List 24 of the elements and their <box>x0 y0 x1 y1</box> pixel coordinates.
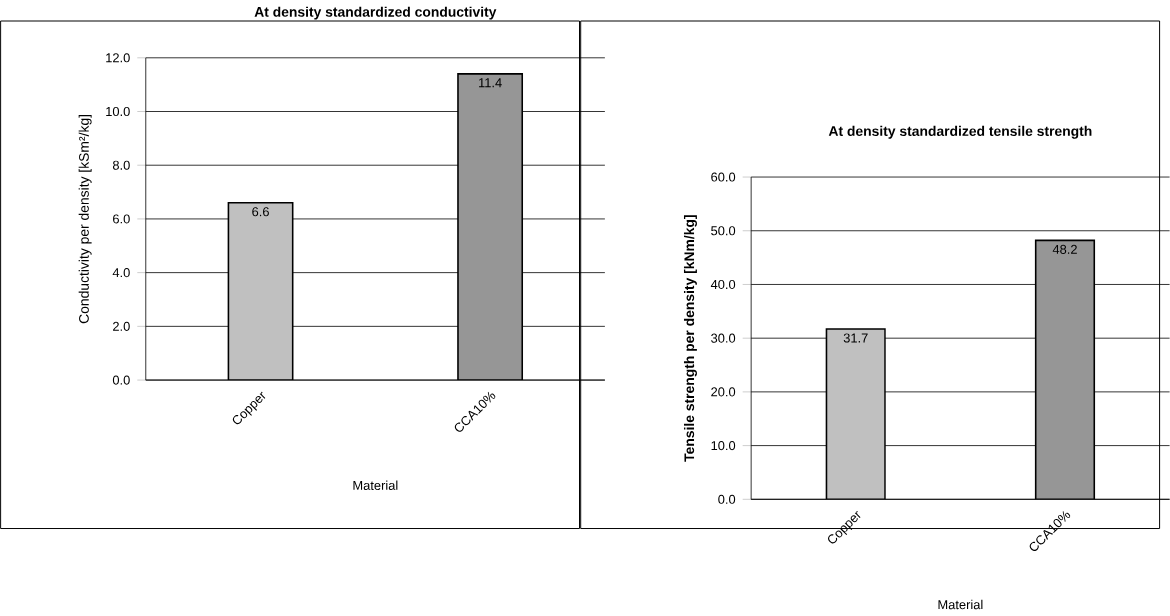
chart-title: At density standardized tensile strength <box>828 125 1092 139</box>
data-label: 11.4 <box>479 78 502 88</box>
y-axis-title: Conductivity per density [kSm²/kg] <box>78 115 92 324</box>
x-axis-title: Material <box>353 480 398 491</box>
y-tick-label: 2.0 <box>113 321 130 331</box>
y-tick-label: 12.0 <box>106 53 130 63</box>
y-tick-label: 6.0 <box>113 214 130 224</box>
y-tick-label: 60.0 <box>711 172 736 182</box>
y-tick-label: 8.0 <box>112 160 130 170</box>
data-label: 6.6 <box>252 207 269 217</box>
y-axis-title: Tensile strength per density [kNm/kg] <box>683 215 697 462</box>
y-tick-label: 50.0 <box>711 226 736 236</box>
data-label: 48.2 <box>1052 244 1077 254</box>
x-axis-title: Material <box>938 599 983 610</box>
y-tick-label: 0.0 <box>718 494 736 504</box>
y-tick-label: 40.0 <box>710 279 736 290</box>
y-tick-label: 30.0 <box>711 333 736 343</box>
chart-title: At density standardized conductivity <box>254 6 497 20</box>
y-tick-label: 10.0 <box>711 441 736 451</box>
y-tick-label: 4.0 <box>112 268 130 278</box>
y-tick-label: 0.0 <box>112 375 130 385</box>
y-tick-label: 20.0 <box>711 387 736 397</box>
data-label: 31.7 <box>843 333 868 343</box>
y-tick-label: 10.0 <box>106 107 130 117</box>
